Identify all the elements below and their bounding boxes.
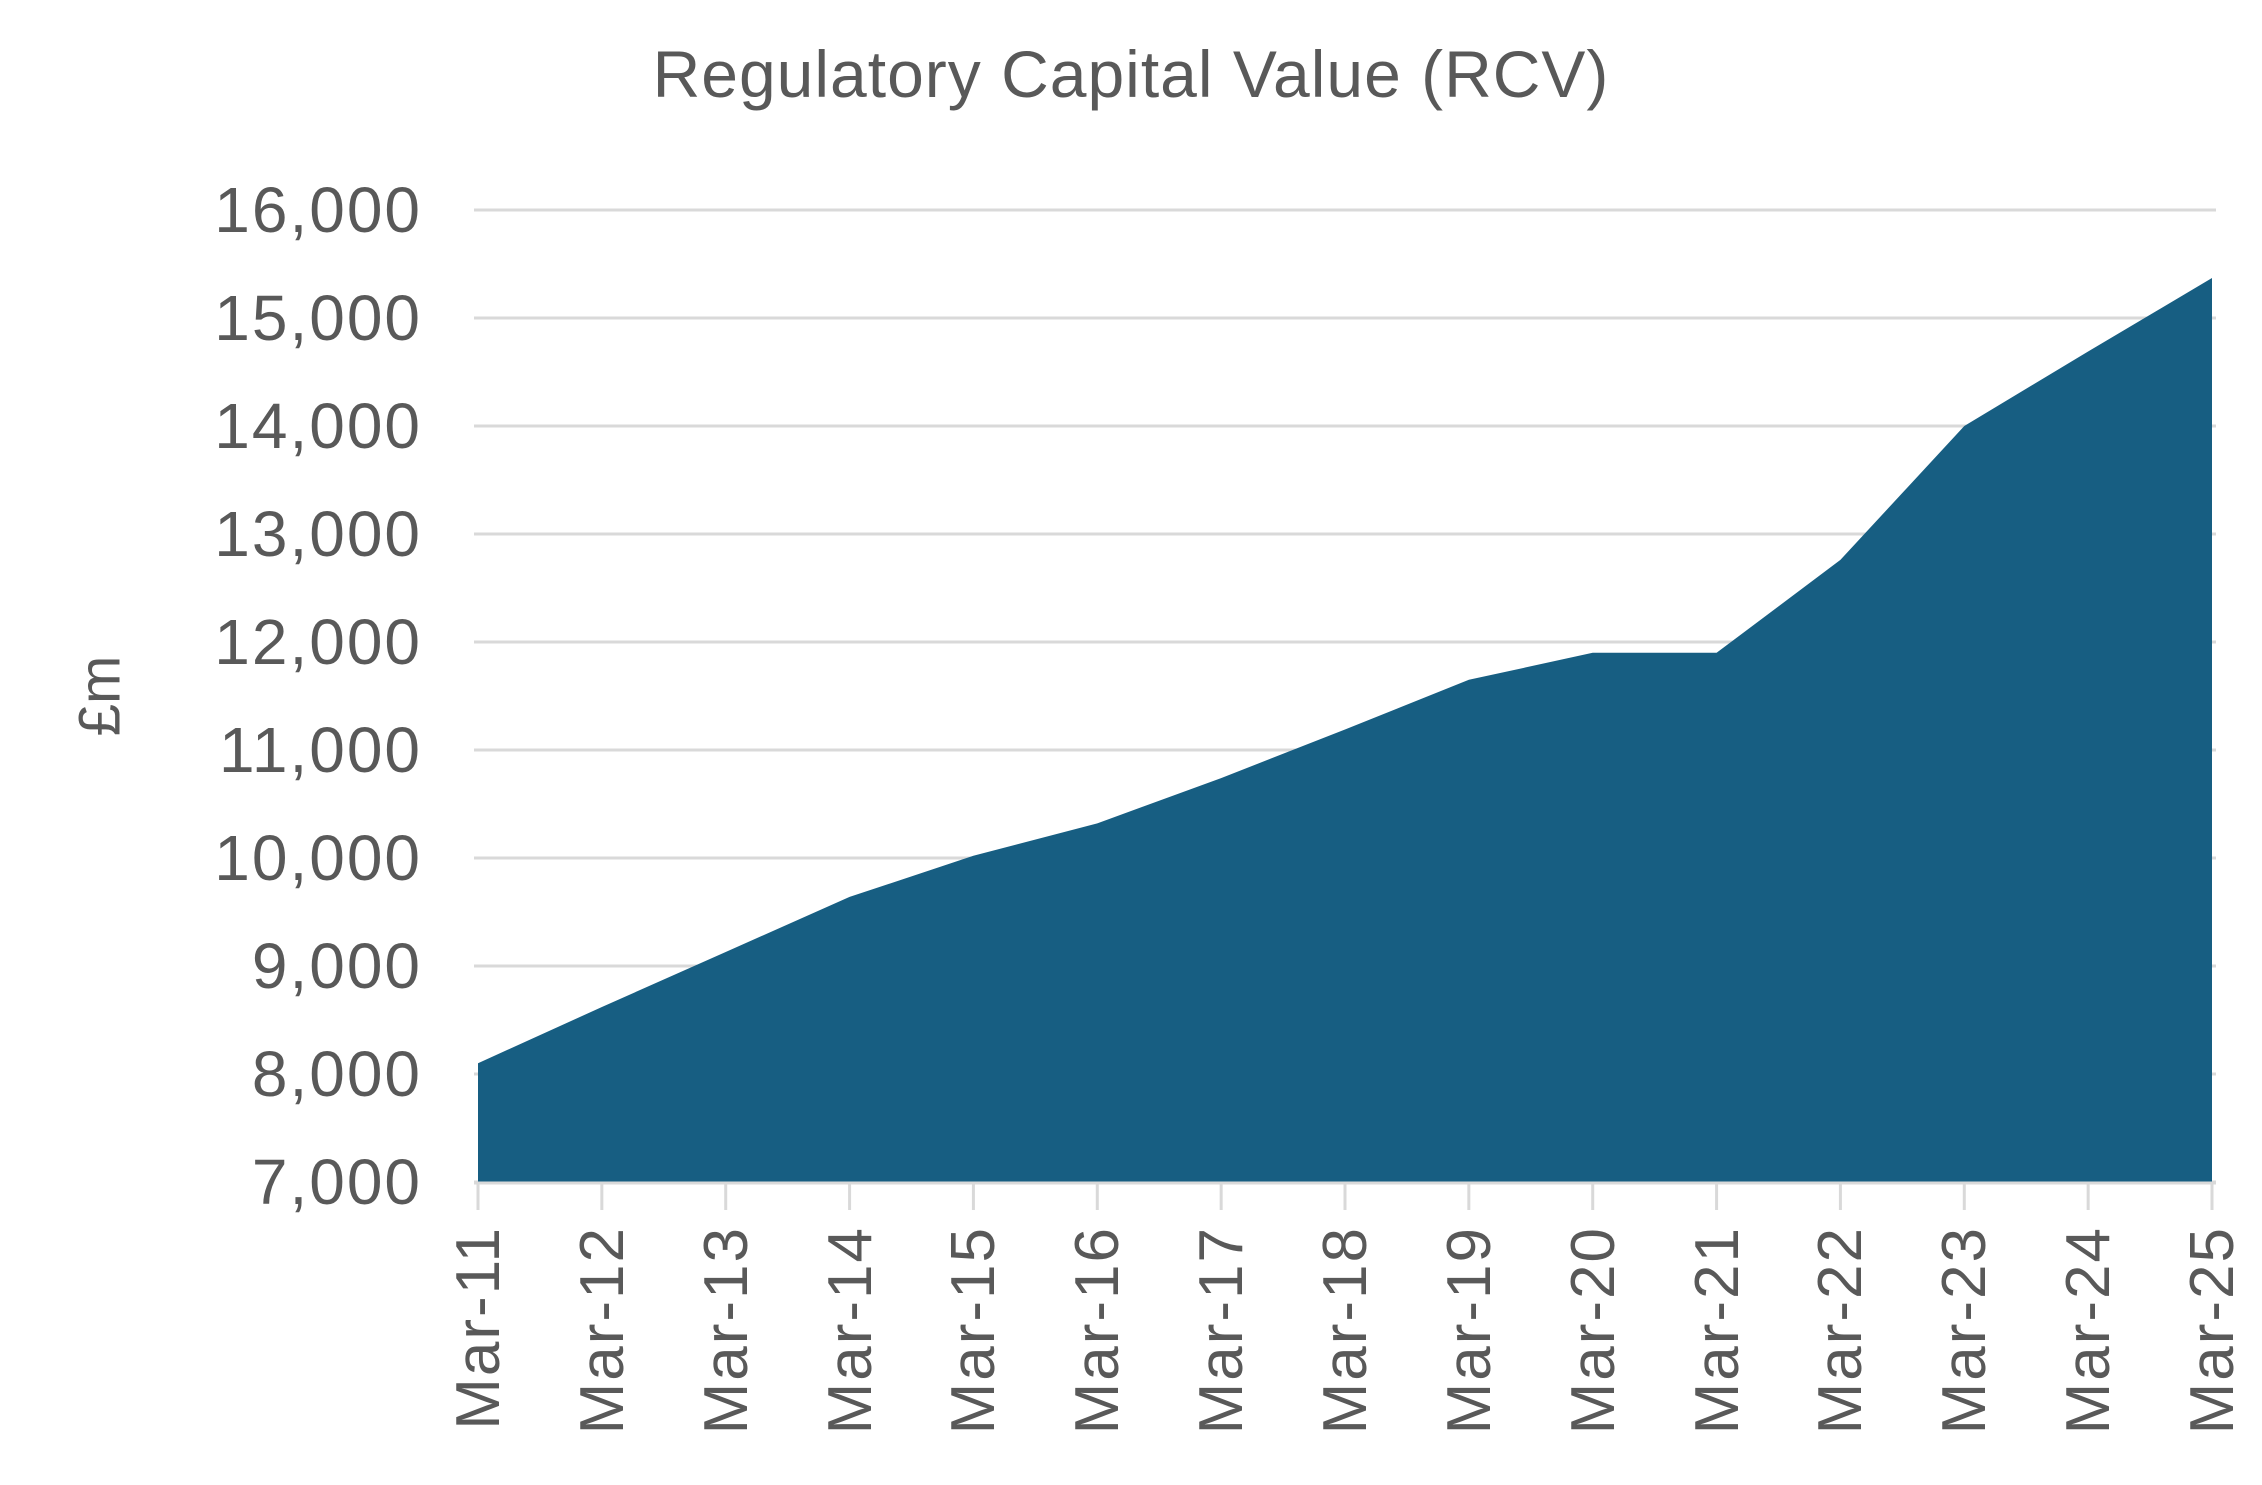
y-tick-label: 10,000 [214, 822, 422, 894]
x-tick-label: Mar-12 [567, 1226, 637, 1435]
x-tick-label: Mar-17 [1187, 1226, 1257, 1435]
x-tick-label: Mar-18 [1311, 1226, 1380, 1435]
y-tick-label: 13,000 [214, 498, 422, 570]
x-tick-label: Mar-19 [1434, 1226, 1504, 1435]
x-tick-label: Mar-16 [1063, 1226, 1133, 1435]
x-tick-label: Mar-24 [2054, 1226, 2124, 1435]
chart-title: Regulatory Capital Value (RCV) [652, 37, 1610, 111]
x-tick-label: Mar-11 [444, 1226, 513, 1430]
y-tick-label: 9,000 [251, 930, 422, 1002]
y-tick-label: 15,000 [214, 282, 422, 354]
y-tick-label: 8,000 [251, 1038, 422, 1110]
x-tick-label: Mar-15 [939, 1226, 1009, 1435]
x-tick-label: Mar-25 [2178, 1226, 2247, 1435]
area-shape [478, 278, 2212, 1182]
x-tick-label: Mar-23 [1930, 1226, 2000, 1435]
x-tick-label: Mar-22 [1806, 1226, 1876, 1435]
x-tick-label: Mar-13 [691, 1226, 761, 1435]
y-tick-label: 11,000 [219, 714, 422, 786]
y-tick-label: 14,000 [214, 390, 422, 462]
y-tick-label: 7,000 [251, 1146, 422, 1218]
y-tick-label: 12,000 [214, 606, 422, 678]
x-tick-label: Mar-20 [1558, 1226, 1628, 1435]
x-tick-label: Mar-21 [1682, 1226, 1752, 1435]
x-tick-label: Mar-14 [815, 1226, 885, 1435]
y-tick-label: 16,000 [214, 174, 422, 246]
